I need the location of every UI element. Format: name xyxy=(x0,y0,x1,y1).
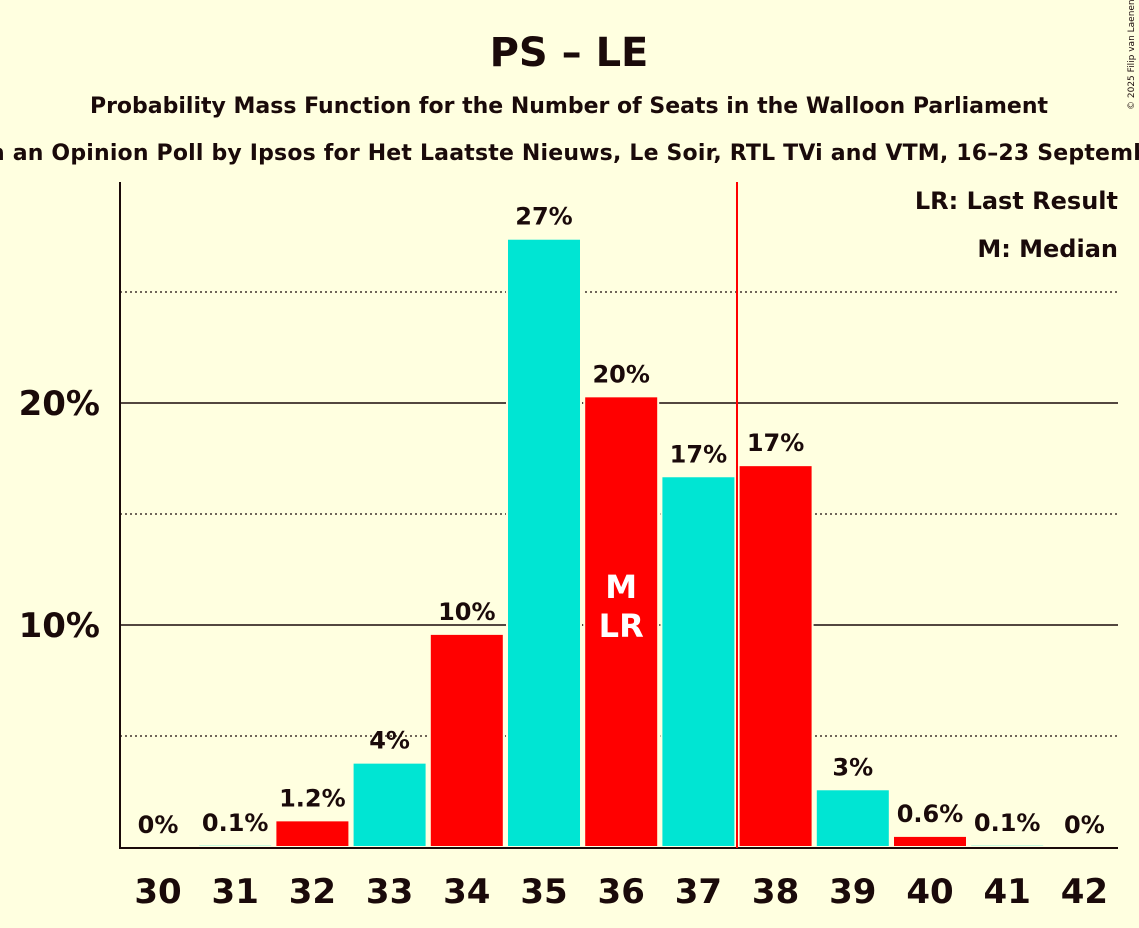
value-label-30: 0% xyxy=(138,811,179,839)
y-tick-label: 10% xyxy=(19,606,100,646)
value-label-34: 10% xyxy=(438,598,495,626)
median-mark: M xyxy=(605,568,637,606)
x-tick-label-40: 40 xyxy=(906,872,953,912)
bar-39 xyxy=(814,788,891,849)
bar-33 xyxy=(351,761,428,849)
copyright: © 2025 Filip van Laenen xyxy=(1127,0,1137,110)
bar-31 xyxy=(197,843,274,849)
x-tick-label-42: 42 xyxy=(1061,872,1108,912)
chart-subtitle: Probability Mass Function for the Number… xyxy=(90,94,1049,119)
value-label-40: 0.6% xyxy=(897,800,964,828)
value-labels: 0% 0.1% 1.2% 4% 10% 27% 20% MLR 17% 17% 3% 0.6% 0.1%… xyxy=(138,203,1105,839)
x-tick-label-37: 37 xyxy=(675,872,722,912)
bar-37 xyxy=(660,475,737,848)
bar-41 xyxy=(969,843,1046,849)
bar-40 xyxy=(892,834,968,849)
x-tick-label-41: 41 xyxy=(984,872,1031,912)
x-tick-label-30: 30 xyxy=(134,872,181,912)
bar-34 xyxy=(428,632,505,848)
value-label-38: 17% xyxy=(747,429,804,457)
y-tick-label: 20% xyxy=(19,384,100,424)
value-label-35: 27% xyxy=(515,203,572,231)
value-label-36: 20% xyxy=(592,360,649,388)
bar-36 xyxy=(583,395,660,848)
bar-32 xyxy=(274,819,351,848)
x-tick-label-32: 32 xyxy=(289,872,336,912)
value-label-33: 4% xyxy=(369,727,410,755)
x-tick-label-39: 39 xyxy=(829,872,876,912)
value-label-37: 17% xyxy=(670,440,727,468)
x-tick-label-35: 35 xyxy=(520,872,567,912)
x-tick-labels: 30 31 32 33 34 35 36 37 38 39 40 41 42 xyxy=(134,872,1108,912)
chart-subtitle-2: n an Opinion Poll by Ipsos for Het Laats… xyxy=(0,141,1139,166)
bar-35 xyxy=(506,237,582,849)
x-tick-label-34: 34 xyxy=(443,872,490,912)
value-label-39: 3% xyxy=(832,753,873,781)
x-tick-label-31: 31 xyxy=(212,872,259,912)
bars xyxy=(197,237,1046,849)
y-tick-labels: 10% 20% xyxy=(19,384,100,646)
value-label-42: 0% xyxy=(1064,811,1105,839)
legend-median: M: Median xyxy=(977,235,1118,263)
chart-title: PS – LE xyxy=(490,30,649,76)
legend-last-result: LR: Last Result xyxy=(915,187,1118,215)
x-tick-label-36: 36 xyxy=(598,872,645,912)
value-label-41: 0.1% xyxy=(974,809,1041,837)
last-result-mark: LR xyxy=(599,607,644,645)
x-tick-label-33: 33 xyxy=(366,872,413,912)
bar-38 xyxy=(737,464,814,848)
value-label-32: 1.2% xyxy=(279,784,346,812)
x-tick-label-38: 38 xyxy=(752,872,799,912)
value-label-31: 0.1% xyxy=(202,809,269,837)
